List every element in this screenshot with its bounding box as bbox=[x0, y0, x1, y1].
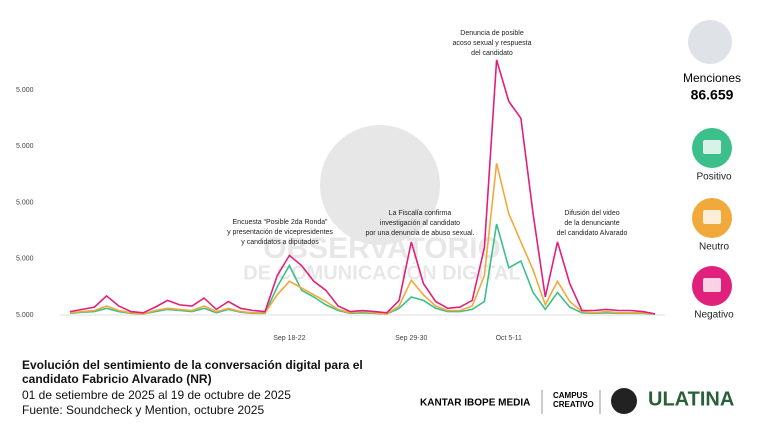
legend-label: Positivo bbox=[696, 172, 731, 183]
y-tick-label: 5.000 bbox=[16, 312, 34, 319]
chart-source: Fuente: Soundcheck y Mention, octubre 20… bbox=[22, 403, 265, 417]
logo: ULATINA bbox=[648, 388, 734, 410]
chart-subtitle: 01 de setiembre de 2025 al 19 de octubre… bbox=[22, 388, 291, 402]
legend-label: Negativo bbox=[694, 310, 734, 321]
annotation: por una denuncia de abuso sexual. bbox=[366, 230, 475, 237]
watermark-logo bbox=[320, 125, 440, 245]
logo: CAMPUS bbox=[553, 391, 588, 400]
annotation: La Fiscalía confirma bbox=[389, 210, 452, 217]
annotation: acoso sexual y respuesta bbox=[453, 40, 532, 47]
x-tick-label: Oct 5-11 bbox=[496, 335, 522, 342]
legend-icon-glyph bbox=[703, 140, 721, 154]
legend-icon-glyph bbox=[703, 278, 721, 292]
candidate-photo bbox=[688, 20, 732, 64]
mentions-label: Menciones bbox=[683, 71, 741, 85]
annotation: Difusión del video bbox=[564, 210, 619, 217]
series-line bbox=[69, 163, 656, 315]
y-tick-label: 5.000 bbox=[16, 256, 34, 263]
watermark: OBSERVATORIO DE COMUNICACIÓN DIGITAL bbox=[243, 125, 521, 284]
logo: CREATIVO bbox=[553, 400, 594, 409]
y-tick-label: 5.000 bbox=[16, 87, 34, 94]
annotation: y candidatos a diputados bbox=[241, 239, 319, 246]
chart-title: Evolución del sentimiento de la conversa… bbox=[22, 358, 363, 386]
x-tick-label: Sep 29-30 bbox=[395, 335, 427, 342]
annotation: del candidato bbox=[471, 50, 513, 57]
y-tick-label: 5.000 bbox=[16, 199, 34, 206]
annotation: del candidato Alvarado bbox=[557, 230, 628, 237]
watermark-text: OBSERVATORIO bbox=[263, 232, 501, 265]
annotation: y presentación de vicepresidentes bbox=[227, 229, 333, 236]
annotation: de la denunciante bbox=[564, 220, 619, 227]
legend-label: Neutro bbox=[699, 242, 729, 253]
annotation: Encuesta “Posible 2da Ronda” bbox=[233, 219, 329, 226]
x-tick-label: Sep 18-22 bbox=[273, 335, 305, 342]
logo: KANTAR IBOPE MEDIA bbox=[420, 398, 530, 409]
series-line bbox=[69, 223, 656, 315]
annotation: investigación al candidato bbox=[380, 220, 460, 227]
annotation: Denuncia de posible bbox=[460, 30, 524, 37]
logo-seal bbox=[611, 388, 637, 414]
mentions-value: 86.659 bbox=[691, 87, 734, 103]
y-tick-label: 5.000 bbox=[16, 143, 34, 150]
legend-icon-glyph bbox=[703, 210, 721, 224]
series-line bbox=[69, 59, 656, 315]
